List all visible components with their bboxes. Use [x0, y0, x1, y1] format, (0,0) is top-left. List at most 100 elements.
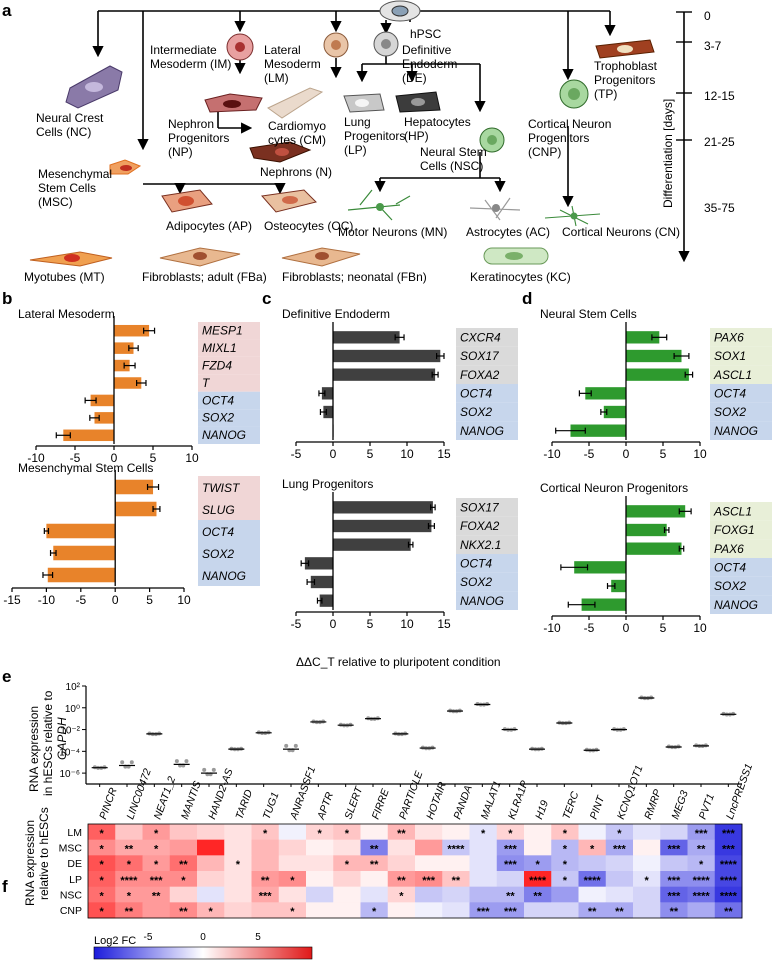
- heatmap-star-1-18: *: [590, 844, 595, 856]
- marker-label-c_bottom-1: FOXA2: [460, 519, 500, 533]
- marker-label-c_top-5: NANOG: [460, 424, 504, 438]
- heatmap-cell-5-17: [551, 902, 579, 919]
- label-fba: Fibroblasts; adult (FBa): [142, 270, 267, 284]
- label-hp-2: (HP): [404, 129, 429, 143]
- marker-box-c_top-4: [456, 402, 518, 422]
- heatmap-star-0-22: ***: [695, 828, 709, 840]
- heatmap-cell-4-22: [687, 886, 716, 903]
- heatmap-cell-0-0: [88, 824, 116, 841]
- heatmap-cell-4-13: [442, 886, 470, 903]
- heatmap-cell-5-1: [115, 902, 143, 919]
- marker-label-b_top-1: MIXL1: [202, 341, 237, 355]
- bar-c_bottom-3: [304, 557, 333, 570]
- heatmap-cell-1-3: [169, 839, 198, 856]
- heatmap-star-0-17: *: [563, 828, 568, 840]
- heatmap-cell-0-23: [714, 824, 743, 841]
- x-tick-label-c_top-2: 5: [367, 447, 374, 461]
- heatmap-cell-0-11: [387, 824, 416, 841]
- label-n: Nephrons (N): [260, 165, 332, 179]
- panel-e-ylabel-1: RNA expression: [27, 706, 41, 792]
- e-point-4-3: [211, 767, 216, 772]
- marker-box-b_top-1: [198, 339, 260, 357]
- heatmap-cell-1-7: [278, 839, 307, 856]
- colorbar-tick-neg5: -5: [144, 932, 153, 943]
- label-de-1: Definitive: [402, 43, 452, 57]
- marker-box-b_bottom-0: [198, 476, 260, 498]
- heatmap-cell-4-11: [387, 886, 416, 903]
- label-de-3: (DE): [402, 71, 427, 85]
- marker-box-b_top-6: [198, 426, 260, 444]
- label-kc: Keratinocytes (KC): [470, 270, 571, 284]
- bar-c_bottom-1: [333, 519, 432, 533]
- heatmap-column-label-6: TUG1: [261, 791, 282, 821]
- label-nsc-2: Cells (NSC): [420, 159, 483, 173]
- label-cm-1: Cardiomyo: [268, 119, 326, 133]
- heatmap-star-3-13: **: [452, 875, 461, 887]
- panel-c-top-title: Definitive Endoderm: [282, 307, 390, 321]
- heatmap-cell-5-2: [142, 902, 171, 919]
- x-tick-label-b_top-0: -10: [27, 451, 45, 465]
- heatmap-star-1-17: *: [563, 844, 568, 856]
- marker-box-c_bottom-5: [456, 591, 518, 610]
- heatmap-star-2-22: *: [699, 859, 704, 871]
- heatmap-star-0-8: *: [317, 828, 322, 840]
- marker-label-d_bottom-1: FOXG1: [714, 523, 755, 537]
- heatmap-cell-2-10: [360, 855, 389, 872]
- heatmap-cell-3-2: [142, 871, 171, 888]
- bar-chart-b_bottom: TWIST SLUG OCT4 SOX2 NANOG -15 -10 -5 0 5 10: [3, 470, 260, 607]
- heatmap-star-3-21: ***: [667, 875, 681, 887]
- heatmap-cell-4-15: [496, 886, 525, 903]
- marker-label-c_top-0: CXCR4: [460, 330, 501, 344]
- heatmap-column-label-20: RMRP: [642, 788, 664, 821]
- heatmap-cell-2-15: [496, 855, 525, 872]
- heatmap-star-1-21: ***: [667, 844, 681, 856]
- heatmap-cell-1-6: [251, 839, 280, 856]
- bar-b_bottom-0: [115, 479, 154, 495]
- heatmap-cell-1-0: [88, 839, 116, 856]
- marker-box-b_top-4: [198, 391, 260, 410]
- marker-box-d_bottom-2: [710, 539, 772, 558]
- marker-box-d_top-1: [710, 346, 772, 366]
- heatmap-star-3-23: ****: [720, 875, 738, 887]
- heatmap-cell-4-5: [224, 886, 252, 903]
- colorbar: [93, 946, 313, 960]
- heatmap-star-4-0: *: [99, 891, 104, 903]
- bar-c_top-1: [333, 349, 441, 363]
- heatmap-star-3-17: *: [563, 875, 568, 887]
- marker-label-c_top-1: SOX17: [460, 349, 500, 363]
- heatmap-column-label-18: PINT: [588, 793, 608, 821]
- x-tick-label-c_bottom-2: 5: [367, 617, 374, 631]
- heatmap-cell-0-8: [306, 824, 334, 841]
- marker-box-d_top-3: [710, 384, 772, 403]
- heatmap-row-label-0: LM: [67, 827, 82, 839]
- scatter-chart: 10⁻⁶ 10⁻⁴ 10⁻² 10⁰ 10²: [59, 682, 742, 787]
- heatmap-cell-0-6: [251, 824, 280, 841]
- heatmap-cell-5-5: [224, 902, 252, 919]
- heatmap-star-4-23: ****: [720, 891, 738, 903]
- bar-d_top-2: [626, 368, 689, 381]
- heatmap-cell-0-3: [169, 824, 198, 841]
- label-oc: Osteocytes (OC): [264, 219, 353, 233]
- heatmap-cell-2-5: [224, 855, 252, 872]
- heatmap-star-3-7: *: [290, 875, 295, 887]
- bar-b_top-1: [114, 342, 134, 354]
- heatmap-cell-2-22: [687, 855, 716, 872]
- heatmap-column-label-9: SLERT: [342, 784, 365, 821]
- heatmap-column-label-19: KCNQ1OT1: [615, 764, 646, 821]
- heatmap-cell-3-10: [360, 871, 389, 888]
- heatmap-cell-5-3: [169, 902, 198, 919]
- heatmap-cell-5-23: [714, 902, 743, 919]
- heatmap-cell-3-7: [278, 871, 307, 888]
- heatmap-star-3-20: *: [644, 875, 649, 887]
- heatmap-cell-5-14: [469, 902, 498, 919]
- heatmap-cell-0-14: [469, 824, 498, 841]
- colorbar-tick-5: 5: [255, 932, 261, 943]
- heatmap-cell-3-19: [605, 871, 634, 888]
- heatmap-cell-2-8: [306, 855, 334, 872]
- marker-label-b_top-3: T: [202, 376, 211, 390]
- label-lm-2: Mesoderm: [264, 57, 321, 71]
- marker-label-d_top-4: SOX2: [714, 405, 746, 419]
- bar-chart-b_top: MESP1 MIXL1 FZD4 T OCT4 SOX2 NANOG -10 -5 0 5 10: [27, 316, 260, 465]
- marker-box-d_top-2: [710, 365, 772, 384]
